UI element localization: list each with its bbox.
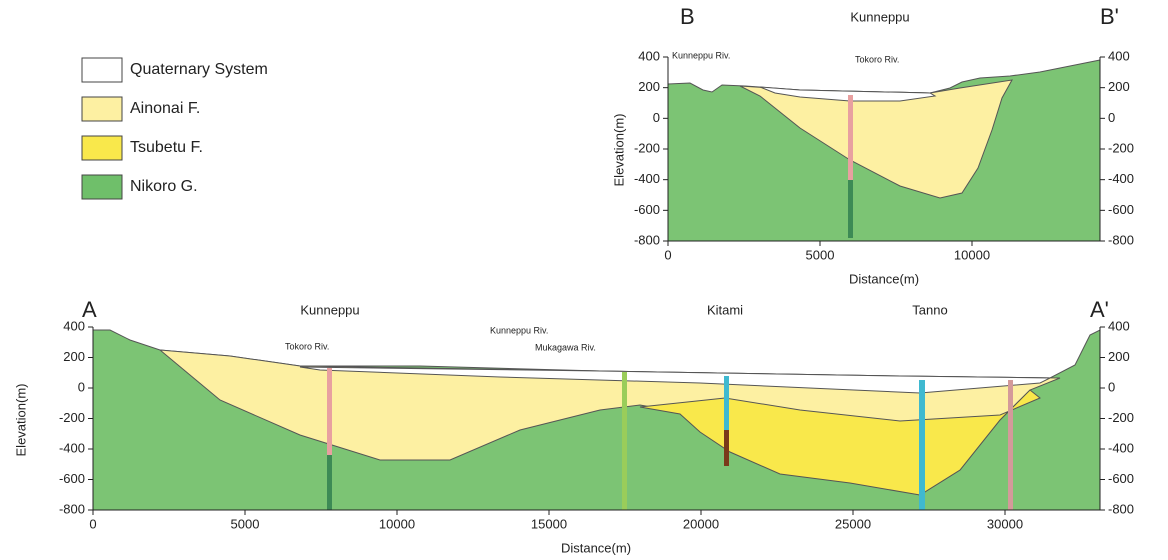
y-tick-label: -400 — [1108, 440, 1134, 455]
borehole — [724, 430, 729, 466]
legend-label: Nikoro G. — [130, 178, 198, 195]
x-tick-label: 5000 — [806, 247, 835, 262]
y-tick-label: -200 — [59, 410, 85, 425]
legend-swatch — [81, 174, 123, 200]
borehole — [848, 180, 853, 238]
borehole — [622, 372, 627, 510]
x-tick-label: 10000 — [379, 516, 415, 531]
y-tick-label: -600 — [1108, 202, 1134, 217]
y-tick-label: -200 — [1108, 410, 1134, 425]
y-tick-label: -800 — [634, 232, 660, 247]
section-start: A — [82, 297, 97, 322]
y-tick-label: -800 — [59, 501, 85, 516]
y-tick-label: -800 — [1108, 232, 1134, 247]
y-tick-label: 0 — [1108, 110, 1115, 125]
river-label: Mukagawa Riv. — [535, 342, 596, 352]
x-tick-label: 15000 — [531, 516, 567, 531]
x-tick-label: 10000 — [954, 247, 990, 262]
legend-label: Tsubetu F. — [130, 139, 203, 156]
y-axis-label: Elevation(m) — [13, 384, 28, 457]
section-start: B — [680, 4, 695, 29]
river-label: Kunneppu Riv. — [672, 50, 730, 60]
y-tick-label: 0 — [1108, 379, 1115, 394]
legend-swatch — [81, 96, 123, 122]
y-tick-label: -600 — [1108, 471, 1134, 486]
y-axis-label: Elevation(m) — [611, 114, 626, 187]
y-tick-label: 200 — [1108, 349, 1130, 364]
legend-swatch — [81, 57, 123, 83]
tsubetu-layer — [639, 389, 1041, 496]
place-label: Kunneppu — [850, 9, 909, 24]
y-tick-label: -600 — [59, 471, 85, 486]
river-label: Tokoro Riv. — [855, 54, 899, 64]
y-tick-label: -800 — [1108, 501, 1134, 516]
place-label: Tanno — [912, 302, 947, 317]
y-tick-label: 400 — [638, 48, 660, 63]
section-end: B' — [1100, 4, 1119, 29]
x-tick-label: 0 — [89, 516, 96, 531]
y-tick-label: -400 — [634, 171, 660, 186]
y-tick-label: 400 — [63, 318, 85, 333]
quaternary-layer — [759, 86, 937, 102]
y-tick-label: 200 — [638, 79, 660, 94]
legend-swatch — [81, 135, 123, 161]
section-a: A A' Kunneppu Kitami Tanno Tokoro Riv. K… — [13, 297, 1108, 556]
borehole — [1008, 380, 1013, 510]
y-tick-label: 400 — [1108, 318, 1130, 333]
y-tick-label: 0 — [653, 110, 660, 125]
x-tick-label: 20000 — [683, 516, 719, 531]
y-tick-label: 200 — [63, 349, 85, 364]
x-tick-label: 5000 — [231, 516, 260, 531]
section-end: A' — [1090, 297, 1109, 322]
river-label: Kunneppu Riv. — [490, 325, 548, 335]
quaternary-layer — [299, 366, 1051, 394]
borehole — [848, 95, 853, 180]
y-tick-label: 200 — [1108, 79, 1130, 94]
y-tick-label: 0 — [78, 379, 85, 394]
y-tick-label: -600 — [634, 202, 660, 217]
y-tick-label: -400 — [1108, 171, 1134, 186]
borehole — [919, 380, 925, 510]
x-tick-label: 0 — [664, 247, 671, 262]
borehole — [327, 455, 332, 510]
borehole — [327, 368, 332, 455]
place-label: Kitami — [707, 302, 743, 317]
y-tick-label: -400 — [59, 440, 85, 455]
legend-label: Quaternary System — [130, 61, 268, 78]
y-tick-label: -200 — [1108, 140, 1134, 155]
y-tick-label: 400 — [1108, 48, 1130, 63]
x-tick-label: 30000 — [987, 516, 1023, 531]
x-axis-label: Distance(m) — [561, 540, 631, 555]
river-label: Tokoro Riv. — [285, 341, 329, 351]
section-b: B B' Kunneppu Kunneppu Riv. Tokoro Riv. … — [611, 4, 1118, 287]
borehole — [724, 376, 729, 466]
legend-label: Ainonai F. — [130, 100, 200, 117]
x-tick-label: 25000 — [835, 516, 871, 531]
y-tick-label: -200 — [634, 140, 660, 155]
ainonai-layer — [739, 79, 1013, 199]
place-label: Kunneppu — [300, 302, 359, 317]
x-axis-label: Distance(m) — [849, 271, 919, 286]
legend: Quaternary System Ainonai F. Tsubetu F. … — [81, 57, 268, 200]
